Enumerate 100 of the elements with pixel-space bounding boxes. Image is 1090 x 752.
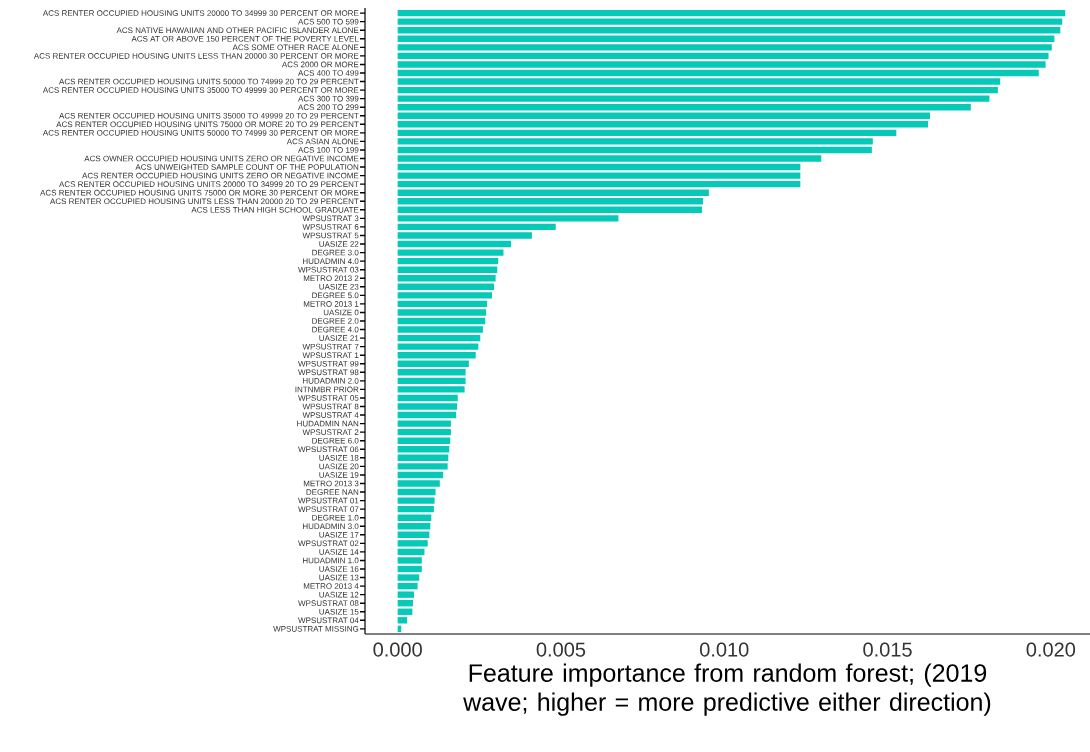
bar: [397, 540, 428, 547]
y-tick-label: INTNMBR PRIOR: [295, 386, 359, 393]
bar: [397, 394, 458, 402]
bar: [397, 343, 479, 350]
y-tick-label: ACS 100 TO 199: [298, 147, 359, 153]
y-tick-label: WPSUSTRAT 6: [302, 224, 359, 230]
y-tick-label: WPSUSTRAT 2: [302, 429, 359, 435]
bar: [397, 27, 1061, 34]
y-tick-label: WPSUSTRAT 7: [302, 343, 359, 350]
y-tick-label: WPSUSTRAT 8: [302, 403, 359, 410]
bar: [397, 488, 436, 496]
y-tick-label: ACS 300 TO 399: [298, 95, 359, 102]
y-tick-label: ACS RENTER OCCUPIED HOUSING UNITS 20000 TO 34999 30 PERCENT OR MORE: [42, 10, 359, 16]
bar: [397, 112, 930, 119]
bar: [397, 446, 450, 453]
bar: [397, 9, 1066, 17]
y-tick-label: ACS 400 TO 499: [298, 70, 359, 76]
bar: [397, 198, 704, 205]
y-tick-label: METRO 2013 1: [303, 301, 359, 307]
bar: [397, 266, 498, 273]
bar: [397, 557, 422, 564]
bar: [397, 18, 1063, 25]
y-tick-label: DEGREE 3.0: [312, 249, 359, 256]
y-tick-label: METRO 2013 3: [303, 480, 359, 487]
y-tick-label: DEGREE 5.0: [312, 292, 359, 299]
y-tick-label: WPSUSTRAT 03: [298, 266, 359, 273]
y-tick-label: ACS SOME OTHER RACE ALONE: [232, 44, 359, 51]
y-tick-label: ACS UNWEIGHTED SAMPLE COUNT OF THE POPULATION: [135, 164, 359, 170]
bar: [397, 463, 448, 470]
y-tick-label: WPSUSTRAT 3: [302, 215, 359, 222]
y-tick-label: HUDADMIN 2.0: [303, 378, 359, 384]
y-tick-label: ACS LESS THAN HIGH SCHOOL GRADUATE: [191, 206, 359, 213]
bar: [397, 240, 511, 248]
bar: [397, 300, 488, 308]
bar: [397, 411, 457, 419]
y-tick-label: WPSUSTRAT 06: [298, 446, 359, 453]
bar: [397, 44, 1052, 51]
y-tick-label: HUDADMIN 1.0: [303, 557, 359, 564]
bar: [397, 146, 872, 154]
bar: [397, 163, 801, 171]
bar: [397, 514, 432, 521]
y-tick-label: DEGREE 4.0: [312, 326, 359, 333]
bar: [397, 78, 1001, 85]
y-tick-label: UASIZE 21: [319, 335, 359, 341]
y-tick-label: ACS 200 TO 299: [298, 104, 359, 111]
y-tick-label: HUDADMIN 3.0: [303, 523, 359, 530]
y-tick-label: UASIZE 12: [319, 591, 359, 598]
bar: [397, 283, 495, 290]
x-tick-label: 0.010: [700, 642, 749, 657]
y-tick-label: HUDADMIN NAN: [297, 420, 359, 427]
y-tick-label: UASIZE 14: [319, 549, 359, 555]
bar: [397, 172, 801, 179]
bar: [397, 386, 465, 393]
y-tick-label: ACS RENTER OCCUPIED HOUSING UNITS 50000 TO 74999 20 TO 29 PERCENT: [59, 78, 359, 85]
bar: [397, 352, 476, 359]
y-tick-label: WPSUSTRAT 98: [298, 369, 359, 376]
y-tick-label: METRO 2013 4: [303, 583, 359, 589]
bar: [397, 326, 483, 333]
y-tick-label: METRO 2013 2: [303, 275, 359, 282]
bar: [397, 334, 481, 342]
y-tick-label: ACS 2000 OR MORE: [281, 61, 359, 68]
y-tick-label: WPSUSTRAT 04: [298, 617, 359, 624]
bar: [397, 437, 451, 444]
y-tick-label: UASIZE 0: [323, 309, 359, 316]
y-tick-label: ACS AT OR ABOVE 150 PERCENT OF THE POVERTY LEVEL: [131, 35, 359, 42]
bar: [397, 206, 703, 214]
bar: [397, 548, 425, 556]
y-tick-label: WPSUSTRAT 08: [298, 600, 359, 607]
y-tick-label: ACS RENTER OCCUPIED HOUSING UNITS LESS THAN 20000 30 PERCENT OR MORE: [33, 53, 359, 59]
x-tick-label: 0.000: [373, 642, 422, 657]
bar: [397, 582, 418, 590]
bar: [397, 249, 504, 256]
y-tick-label: UASIZE 22: [319, 241, 359, 247]
bar: [397, 471, 444, 479]
bar: [397, 523, 431, 530]
bar: [397, 317, 486, 325]
y-tick-label: DEGREE 1.0: [312, 514, 359, 521]
bar: [397, 565, 422, 573]
bar: [397, 420, 451, 427]
y-tick-label: WPSUSTRAT 01: [298, 497, 359, 504]
bar: [397, 505, 434, 513]
bar: [397, 189, 709, 196]
bar: [397, 377, 466, 385]
y-tick-label: ACS RENTER OCCUPIED HOUSING UNITS 50000 TO 74999 30 PERCENT OR MORE: [42, 130, 359, 136]
bar: [397, 52, 1049, 60]
y-tick-label: ACS RENTER OCCUPIED HOUSING UNITS 75000 OR MORE 20 TO 29 PERCENT: [56, 121, 359, 128]
y-tick-label: WPSUSTRAT 05: [298, 395, 359, 401]
bar: [397, 369, 466, 376]
bar: [397, 591, 414, 598]
bar: [397, 454, 449, 462]
bar: [397, 480, 440, 487]
bar: [397, 129, 897, 137]
y-tick-label: ACS ASIAN ALONE: [286, 138, 359, 145]
bar: [397, 292, 493, 299]
y-tick-label: UASIZE 17: [319, 531, 359, 538]
y-tick-label: UASIZE 13: [319, 574, 359, 581]
y-tick-label: ACS OWNER OCCUPIED HOUSING UNITS ZERO OR NEGATIVE INCOME: [84, 155, 359, 162]
bar: [397, 309, 487, 316]
y-tick-label: ACS RENTER OCCUPIED HOUSING UNITS 35000 TO 49999 20 TO 29 PERCENT: [59, 112, 359, 119]
y-tick-label: UASIZE 18: [319, 454, 359, 461]
